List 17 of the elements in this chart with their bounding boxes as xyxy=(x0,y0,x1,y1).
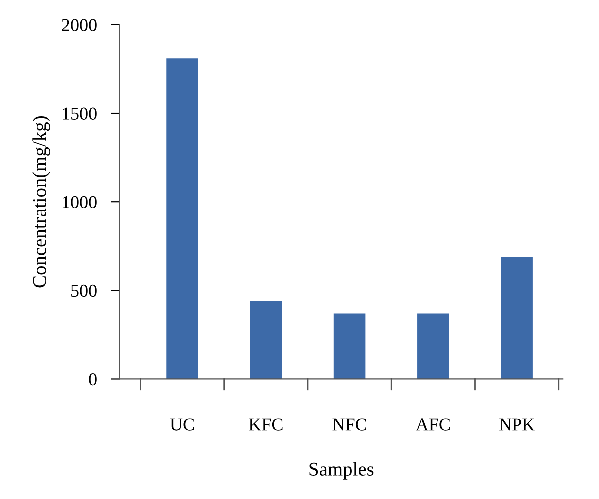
x-tick-label: UC xyxy=(170,418,194,431)
y-tick-label: 0 xyxy=(89,374,97,386)
bar xyxy=(501,257,533,380)
y-tick-label: 1500 xyxy=(63,108,97,120)
y-tick-label: 2000 xyxy=(62,19,97,32)
x-tick-label: NFC xyxy=(332,418,366,431)
x-tick-label: KFC xyxy=(249,418,283,431)
bar xyxy=(334,314,366,380)
y-tick-label: 500 xyxy=(72,284,97,298)
x-axis-title: Samples xyxy=(310,462,374,480)
y-tick-label: 1000 xyxy=(63,196,97,209)
x-tick-label: AFC xyxy=(416,418,450,431)
y-axis-title: Concentration(mg/kg) xyxy=(32,116,50,288)
x-tick-label: NPK xyxy=(500,418,535,431)
bar xyxy=(166,58,198,380)
bar xyxy=(250,301,282,380)
bar xyxy=(418,314,450,380)
